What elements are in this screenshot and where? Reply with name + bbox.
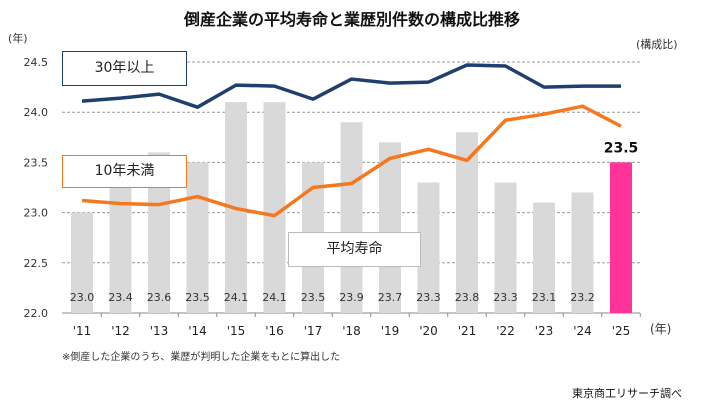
y2-axis-label: (構成比) (636, 38, 678, 51)
bar (263, 102, 286, 313)
data-label: 23.9 (339, 291, 364, 304)
legend-under-10-years: 10年未満 (62, 155, 187, 188)
data-label: 23.6 (147, 291, 172, 304)
x-tick-label: '19 (381, 324, 400, 338)
x-tick-label: '24 (573, 324, 592, 338)
x-axis-unit: (年) (650, 322, 672, 336)
data-label: 24.1 (262, 291, 287, 304)
x-tick-label: '22 (496, 324, 515, 338)
data-label: 23.5 (185, 291, 210, 304)
data-label: 23.2 (570, 291, 595, 304)
x-tick-label: '12 (111, 324, 130, 338)
data-label: 23.8 (455, 291, 480, 304)
bar (494, 182, 517, 313)
bar (571, 192, 594, 313)
footnote: ※倒産した企業のうち、業歴が判明した企業をもとに算出した (62, 352, 341, 363)
x-tick-label: '18 (342, 324, 361, 338)
y-tick-label: 23.0 (24, 207, 49, 220)
y-tick-label: 22.0 (24, 307, 49, 320)
data-label: 23.0 (70, 291, 95, 304)
x-tick-label: '11 (73, 324, 92, 338)
bar (610, 162, 632, 313)
data-label: 23.5 (301, 291, 326, 304)
bar (71, 212, 93, 313)
x-tick-label: '14 (188, 324, 207, 338)
x-tick-label: '23 (535, 324, 554, 338)
data-label: 23.5 (604, 140, 639, 156)
y-tick-label: 24.5 (24, 56, 49, 69)
data-label: 23.7 (378, 291, 403, 304)
legend-average-lifespan: 平均寿命 (288, 232, 421, 267)
y-tick-label: 23.5 (24, 156, 49, 169)
bar (456, 132, 478, 313)
x-tick-label: '17 (304, 324, 323, 338)
x-tick-label: '16 (265, 324, 284, 338)
data-label: 23.1 (532, 291, 557, 304)
x-tick-label: '20 (419, 324, 438, 338)
data-label: 23.4 (108, 291, 133, 304)
bar (379, 142, 401, 313)
x-tick-label: '25 (612, 324, 631, 338)
bar (417, 182, 440, 313)
data-label: 23.3 (493, 291, 518, 304)
y-tick-label: 22.5 (24, 257, 49, 270)
y-tick-label: 24.0 (24, 106, 49, 119)
legend-30-years: 30年以上 (62, 51, 187, 86)
source: 東京商工リサーチ調べ (572, 387, 682, 400)
chart-title: 倒産企業の平均寿命と業歴別件数の構成比推移 (183, 10, 520, 29)
x-tick-label: '21 (458, 324, 477, 338)
bar (109, 172, 132, 313)
x-tick-label: '13 (150, 324, 169, 338)
series-line (81, 63, 621, 109)
bar (148, 152, 170, 313)
x-tick-label: '15 (227, 324, 246, 338)
data-label: 24.1 (224, 291, 249, 304)
y-axis-unit: (年) (8, 32, 28, 45)
data-label: 23.3 (416, 291, 441, 304)
bar (340, 122, 363, 314)
bar (533, 202, 555, 313)
series-line (81, 104, 622, 218)
